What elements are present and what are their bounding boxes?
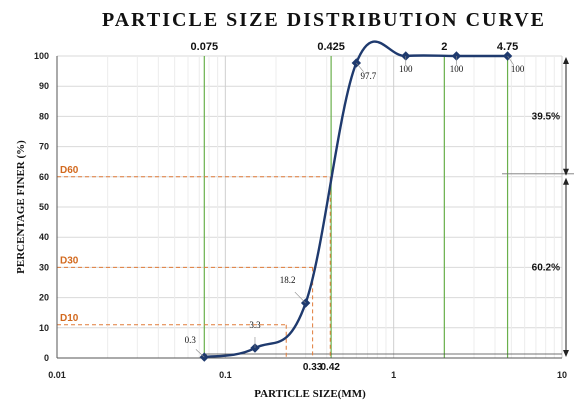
data-label: 100 — [450, 64, 464, 74]
sieve-label: 4.75 — [497, 41, 518, 53]
y-tick-label: 20 — [39, 293, 49, 303]
data-label: 100 — [399, 64, 413, 74]
y-tick-label: 100 — [34, 51, 49, 61]
x-tick-label: 10 — [557, 370, 567, 380]
y-tick-label: 60 — [39, 172, 49, 182]
y-tick-label: 40 — [39, 232, 49, 242]
x-tick-label: 1 — [391, 370, 396, 380]
data-label-leader — [507, 55, 514, 65]
axes: 0 10 20 30 40 50 60 70 80 90 100 0.01 0.1 1 10 — [34, 51, 567, 380]
y-tick-label: 80 — [39, 111, 49, 121]
bracket-arrow-down — [563, 350, 569, 357]
y-tick-label: 50 — [39, 202, 49, 212]
d-marker-value: 0.42 — [321, 362, 341, 373]
bracket-label: 60.2% — [532, 262, 560, 273]
data-label-leader — [294, 291, 306, 304]
data-label: 0.3 — [185, 335, 197, 345]
sieve-label: 2 — [441, 41, 447, 53]
x-axis-title: PARTICLE SIZE(MM) — [254, 388, 366, 400]
bracket-arrow-up — [563, 177, 569, 185]
sieve-label: 0.425 — [317, 41, 345, 53]
data-label: 3.3 — [249, 320, 261, 330]
series-line — [204, 40, 508, 359]
bracket-arrow-up — [563, 57, 569, 64]
chart-title: PARTICLE SIZE DISTRIBUTION CURVE — [102, 9, 546, 31]
sieve-label: 0.075 — [191, 41, 219, 53]
y-tick-label: 70 — [39, 142, 49, 152]
y-tick-label: 0 — [44, 353, 49, 363]
data-label: 97.7 — [360, 71, 376, 81]
x-tick-label: 0.01 — [48, 370, 66, 380]
y-axis-title: PERCENTAGE FINER (%) — [15, 140, 27, 274]
x-tick-label: 0.1 — [219, 370, 232, 380]
y-tick-label: 30 — [39, 262, 49, 272]
y-tick-label: 90 — [39, 81, 49, 91]
d-marker-value: 0.33 — [303, 362, 323, 373]
d-marker-label: D10 — [60, 313, 79, 324]
bracket-label: 39.5% — [532, 111, 560, 122]
d-marker-label: D30 — [60, 255, 79, 266]
bracket-arrow-down — [563, 168, 569, 176]
gridlines — [56, 55, 563, 359]
data-label: 18.2 — [280, 275, 296, 285]
d-marker-label: D60 — [60, 165, 79, 176]
y-tick-label: 10 — [39, 323, 49, 333]
series-curve — [204, 40, 508, 359]
data-points: 0.3 3.3 18.2 97.7 100 100 100 — [185, 51, 525, 362]
data-label: 100 — [511, 64, 525, 74]
data-label-leader — [356, 62, 364, 72]
sieve-lines: 0.075 0.425 2 4.75 — [191, 41, 562, 358]
percent-brackets: 39.5% 60.2% — [502, 57, 574, 357]
data-label-leader — [195, 349, 205, 358]
d-markers: D60 0.42 D30 0.33 D10 — [57, 165, 340, 373]
